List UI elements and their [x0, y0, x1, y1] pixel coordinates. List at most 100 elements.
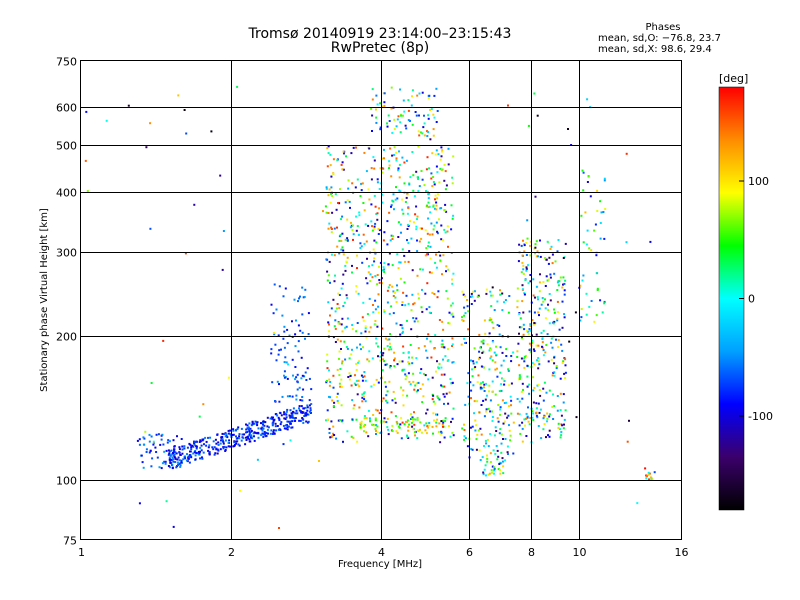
- data-point: [439, 207, 441, 210]
- data-point: [415, 382, 418, 385]
- data-point: [357, 379, 360, 382]
- data-point: [520, 271, 523, 274]
- data-point: [372, 311, 375, 314]
- data-point: [332, 432, 335, 435]
- data-point: [217, 449, 220, 452]
- data-point: [359, 426, 362, 429]
- data-point: [421, 227, 423, 230]
- data-point: [173, 445, 176, 448]
- data-point: [363, 209, 366, 212]
- data-point: [333, 434, 336, 436]
- data-point: [184, 252, 187, 255]
- data-point: [557, 239, 560, 241]
- data-point: [471, 448, 474, 451]
- data-point: [383, 268, 386, 271]
- data-point: [443, 436, 446, 439]
- data-point: [450, 420, 452, 423]
- data-point: [488, 390, 490, 393]
- data-point: [260, 427, 263, 430]
- data-point: [430, 222, 433, 225]
- data-point: [432, 181, 435, 183]
- data-point: [418, 185, 421, 188]
- data-point: [542, 417, 545, 420]
- data-point: [249, 427, 252, 430]
- data-point: [399, 333, 402, 336]
- data-point: [183, 445, 186, 448]
- data-point: [186, 446, 189, 449]
- data-point: [406, 212, 409, 215]
- data-point: [444, 209, 447, 212]
- data-point: [539, 273, 541, 276]
- data-point: [354, 374, 356, 377]
- data-point: [559, 428, 561, 431]
- data-point: [496, 324, 499, 326]
- data-point: [374, 222, 377, 225]
- data-point: [283, 361, 286, 364]
- data-point: [531, 339, 534, 342]
- data-point: [528, 328, 531, 331]
- data-point: [411, 293, 414, 296]
- data-point: [170, 458, 173, 461]
- data-point: [205, 440, 208, 443]
- data-point: [352, 407, 355, 410]
- data-point: [575, 416, 578, 419]
- data-point: [375, 424, 378, 427]
- colorbar-tick-label: -100: [748, 410, 773, 423]
- data-point: [335, 208, 338, 211]
- data-point: [486, 460, 489, 463]
- data-point: [545, 275, 548, 278]
- data-point: [521, 397, 524, 400]
- data-point: [372, 248, 375, 251]
- data-point: [366, 313, 369, 316]
- data-point: [563, 313, 566, 316]
- data-point: [194, 458, 197, 461]
- data-point: [355, 330, 358, 333]
- data-point: [533, 92, 536, 95]
- data-point: [525, 354, 527, 357]
- data-point: [248, 438, 251, 441]
- data-point: [431, 398, 434, 401]
- data-point: [217, 441, 220, 444]
- data-point: [424, 254, 427, 257]
- data-point: [216, 452, 219, 455]
- data-point: [371, 229, 374, 232]
- data-point: [213, 446, 216, 449]
- data-point: [501, 292, 504, 295]
- data-point: [523, 292, 526, 295]
- data-point: [407, 109, 410, 112]
- data-point: [480, 365, 483, 368]
- data-point: [280, 421, 283, 424]
- data-point: [527, 282, 530, 285]
- data-point: [277, 416, 280, 419]
- data-point: [232, 428, 235, 431]
- data-point: [377, 293, 380, 296]
- data-point: [429, 245, 432, 248]
- data-point: [347, 179, 350, 182]
- data-point: [485, 382, 487, 385]
- data-point: [289, 422, 292, 425]
- data-point: [325, 419, 327, 422]
- data-point: [388, 211, 391, 214]
- data-point: [500, 433, 503, 436]
- data-point: [364, 327, 367, 330]
- data-point: [399, 261, 402, 264]
- data-point: [282, 443, 285, 446]
- data-point: [271, 433, 274, 435]
- data-point: [416, 94, 419, 97]
- data-point: [442, 419, 445, 422]
- data-point: [416, 320, 419, 323]
- data-point: [440, 155, 443, 158]
- data-point: [567, 128, 569, 130]
- data-point: [200, 444, 203, 447]
- data-point: [337, 419, 340, 422]
- data-point: [384, 337, 387, 340]
- data-point: [159, 443, 162, 446]
- data-point: [160, 438, 163, 441]
- data-point: [470, 397, 472, 400]
- data-point: [389, 365, 392, 367]
- data-point: [390, 204, 393, 207]
- data-point: [405, 159, 408, 162]
- data-point: [493, 467, 496, 470]
- data-point: [306, 404, 309, 407]
- data-point: [526, 375, 529, 378]
